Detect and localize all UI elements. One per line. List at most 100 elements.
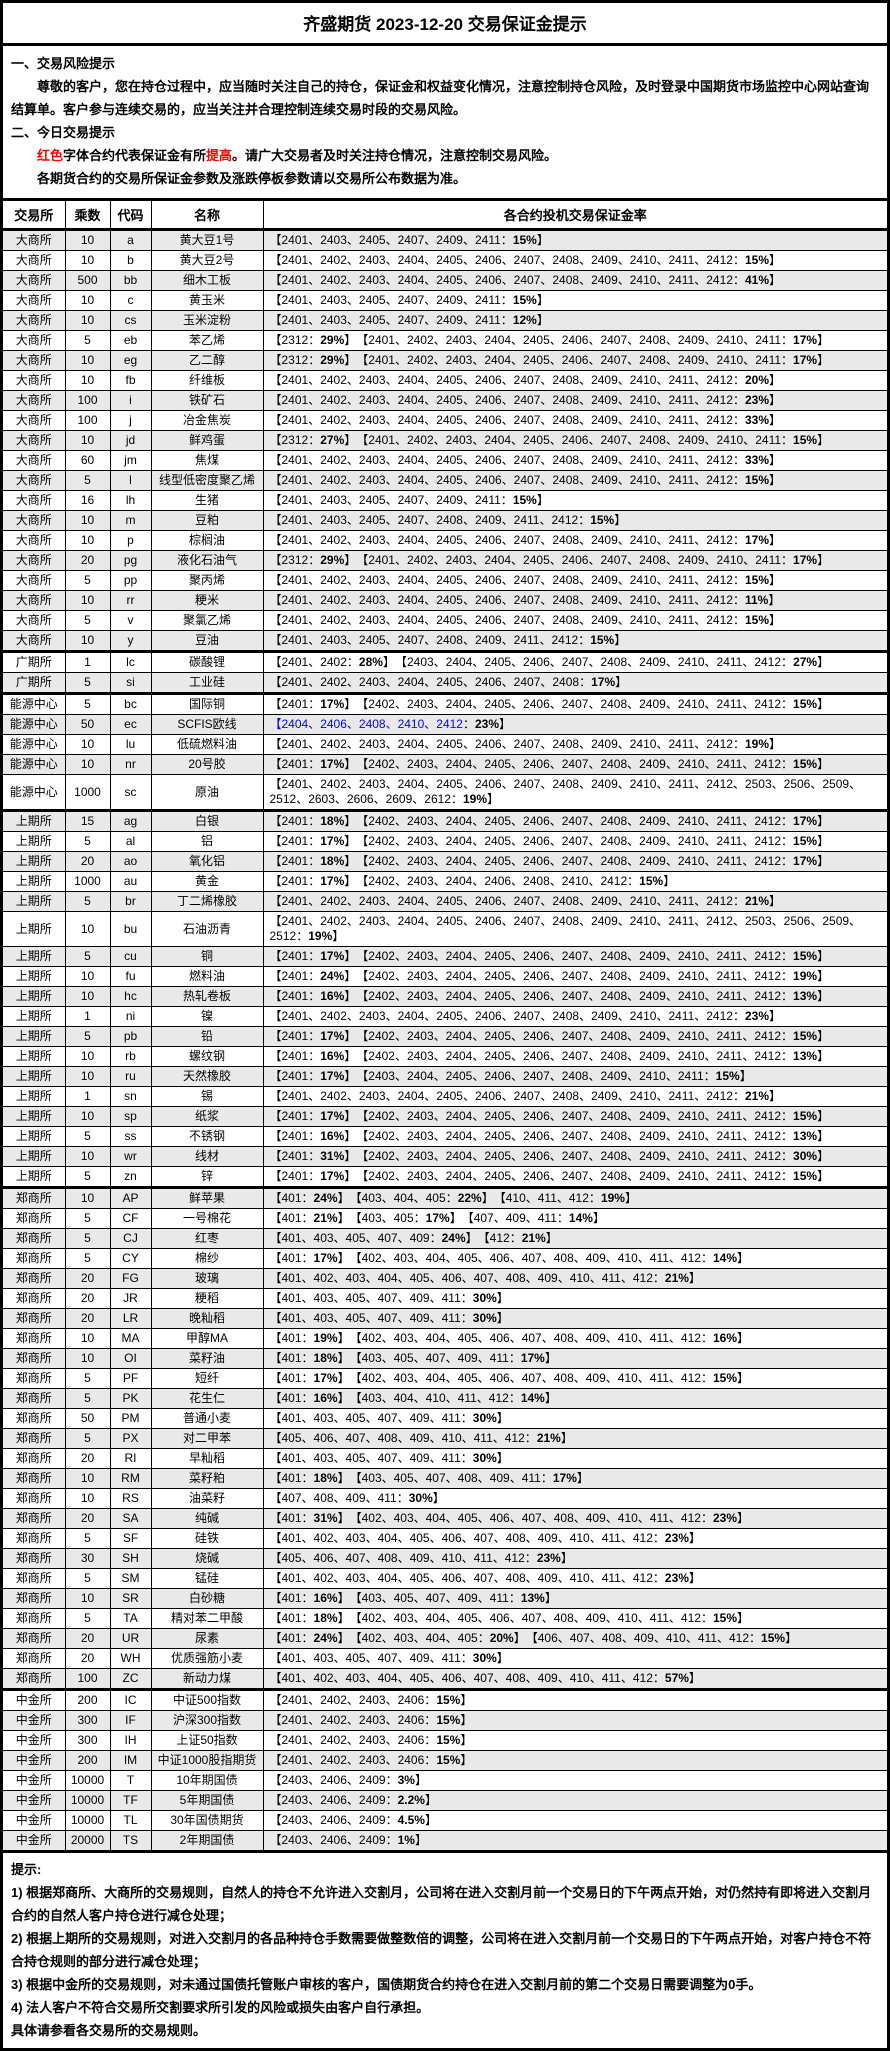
cell-name: 短纤	[150, 1368, 263, 1389]
contract-group: 【406、407、408、409、410、411、412：15%】	[531, 1631, 798, 1645]
contract-list: 【407、409、411	[467, 1211, 557, 1225]
cell-name: 黄金	[150, 871, 263, 892]
contract-group: 【401、402、403、404、405、406、407、408、409、410…	[269, 1531, 701, 1545]
margin-rate-value: 17%	[744, 533, 770, 547]
contract-list: 【2401、2402、2403、2406	[269, 1753, 425, 1767]
margin-rate-value: 27%	[320, 433, 345, 447]
cell-code: RI	[109, 1448, 151, 1469]
margin-rate-value: 15%	[793, 1169, 818, 1183]
contract-group: 【2401、2402、2403、2404、2405、2406、2407、2408…	[362, 353, 830, 367]
cell-name: 燃料油	[150, 966, 263, 987]
cell-name: 铁矿石	[150, 390, 263, 411]
cell-name: 铜	[150, 946, 263, 967]
contract-list: 【2401	[269, 1129, 309, 1143]
cell-exchange: 郑商所	[15, 1591, 52, 1605]
contract-group: 【2402、2403、2404、2405、2406、2407、2408、2409…	[362, 1169, 830, 1183]
cell-exchange: 上期所	[15, 949, 52, 963]
contract-list: 【401、403、405、407、409、411	[269, 1291, 461, 1305]
cell-name: 黄大豆1号	[150, 229, 263, 251]
margin-rate-value: 20%	[489, 1631, 514, 1645]
cell-margin-rates: 【2401：17%】 【2402、2403、2404、2406、2408、2410…	[262, 871, 887, 892]
cell-margin-rates: 【2403、2406、2409：3%】	[262, 1770, 887, 1791]
contract-list: 【2401、2402、2403、2404、2405、2406、2407、2408…	[269, 613, 733, 627]
cell-margin-rates: 【2401、2402、2403、2406：15%】	[262, 1730, 887, 1751]
cell-code: SH	[109, 1548, 151, 1569]
contract-group: 【405、406、407、408、409、410、411、412：21%】	[269, 1431, 573, 1445]
margin-rate-value: 17%	[320, 949, 345, 963]
cell-multiplier: 5	[64, 1388, 110, 1409]
margin-rate-value: 17%	[320, 834, 345, 848]
cell-margin-rates: 【2401、2402、2403、2406：15%】	[262, 1750, 887, 1771]
margin-rate-value: 16%	[313, 1391, 338, 1405]
section1-heading: 一、交易风险提示	[11, 56, 116, 71]
cell-code: CJ	[109, 1228, 151, 1249]
margin-rate-value: 13%	[793, 1129, 818, 1143]
cell-exchange: 上期所	[15, 834, 52, 848]
cell-code: IF	[109, 1710, 151, 1731]
cell-exchange: 郑商所	[15, 1671, 52, 1685]
cell-exchange: 能源中心	[9, 737, 58, 751]
contract-group: 【2403、2404、2405、2406、2407、2408、2409、2410…	[362, 1069, 752, 1083]
margin-rate-value: 15%	[712, 1371, 737, 1385]
cell-margin-rates: 【401：21%】 【403、405：17%】 【407、409、411：14%】	[262, 1208, 887, 1229]
table-row: 郑商所 30 SH 烧碱 【405、406、407、408、409、410、411、41…	[3, 1548, 887, 1569]
margin-rate-value: 15%	[793, 834, 818, 848]
contract-list: 【2312	[269, 553, 309, 567]
contract-group: 【401、403、405、407、409、411：30%】	[269, 1311, 509, 1325]
cell-multiplier: 5	[64, 1428, 110, 1449]
margin-rate-value: 19%	[744, 737, 770, 751]
cell-exchange: 大商所	[15, 533, 52, 547]
cell-name: 棉纱	[150, 1248, 263, 1269]
table-row: 郑商所 20 JR 粳稻 【401、403、405、407、409、411：30%】	[3, 1288, 887, 1309]
table-row: 郑商所 10 RS 油菜籽 【407、408、409、411：30%】	[3, 1488, 887, 1509]
margin-rate-value: 17%	[320, 757, 345, 771]
cell-code: wr	[109, 1146, 151, 1167]
cell-name: 铝	[150, 831, 263, 852]
cell-name: 纯碱	[150, 1508, 263, 1529]
contract-group: 【401：18%】	[269, 1611, 350, 1625]
contract-list: 【2401、2402、2403、2404、2405、2406、2407、2408…	[269, 413, 733, 427]
cell-code: PM	[109, 1408, 151, 1429]
cell-name: 细木工板	[150, 270, 263, 291]
cell-code: v	[109, 610, 151, 631]
margin-rate-value: 19%	[313, 1331, 338, 1345]
cell-margin-rates: 【401：16%】 【403、405、407、409、411：13%】	[262, 1588, 887, 1609]
cell-code: ss	[109, 1126, 151, 1147]
contract-list: 【401	[269, 1631, 302, 1645]
contract-list: 【2402、2403、2404、2406、2408、2410、2412	[362, 874, 628, 888]
cell-multiplier: 10	[64, 911, 110, 947]
margin-rate-value: 15%	[512, 233, 537, 247]
margin-rate-value: 19%	[463, 792, 488, 806]
contract-group: 【2402、2403、2404、2405、2406、2407、2408、2409…	[362, 1129, 830, 1143]
table-row: 上期所 5 pb 铅【2401：17%】 【2402、2403、2404、2405、24…	[3, 1026, 887, 1047]
cell-margin-rates: 【401：24%】 【402、403、404、405：20%】 【406、407、4…	[262, 1628, 887, 1649]
table-row: 上期所 10 sp 纸浆 【2401：17%】 【2402、2403、2404、2405、…	[3, 1106, 887, 1127]
margin-rate-value: 29%	[320, 333, 345, 347]
cell-exchange: 中金所	[15, 1773, 52, 1787]
cell-multiplier: 20	[64, 1628, 110, 1649]
contract-group: 【2401、2402、2403、2406：15%】	[269, 1713, 473, 1727]
table-row: 中金所 300 IF 沪深300指数 【2401、2402、2403、2406：15%】	[3, 1710, 887, 1731]
cell-multiplier: 20	[64, 550, 110, 571]
contract-group: 【401：17%】	[269, 1371, 350, 1385]
cell-multiplier: 5	[64, 1568, 110, 1589]
contract-group: 【2401、2402、2403、2404、2405、2406、2407、2408…	[269, 253, 782, 267]
cell-margin-rates: 【401：17%】 【402、403、404、405、406、407、408、40…	[262, 1248, 887, 1269]
cell-code: SF	[109, 1528, 151, 1549]
cell-multiplier: 10	[64, 630, 110, 652]
contract-list: 【2401	[269, 1149, 309, 1163]
contract-group: 【2312：29%】	[269, 353, 357, 367]
table-row: 上期所 10 fu 燃料油 【2401：24%】 【2402、2403、2404、2405…	[3, 966, 887, 987]
contract-group: 【2401：24%】	[269, 969, 357, 983]
cell-code: FG	[109, 1268, 151, 1289]
contract-list: 【2401、2402、2403、2404、2405、2406、2407、2408…	[269, 894, 733, 908]
contract-group: 【2401、2402、2403、2404、2405、2406、2407、2408…	[269, 393, 782, 407]
contract-list: 【2402、2403、2404、2405、2406、2407、2408、2409…	[362, 1129, 782, 1143]
cell-name: 热轧卷板	[150, 986, 263, 1007]
cell-name: 20号胶	[150, 754, 263, 775]
contract-list: 【2402、2403、2404、2405、2406、2407、2408、2409…	[362, 834, 782, 848]
contract-group: 【2401：31%】	[269, 1149, 357, 1163]
cell-code: fb	[109, 370, 151, 391]
cell-name: 中证500指数	[150, 1689, 263, 1711]
